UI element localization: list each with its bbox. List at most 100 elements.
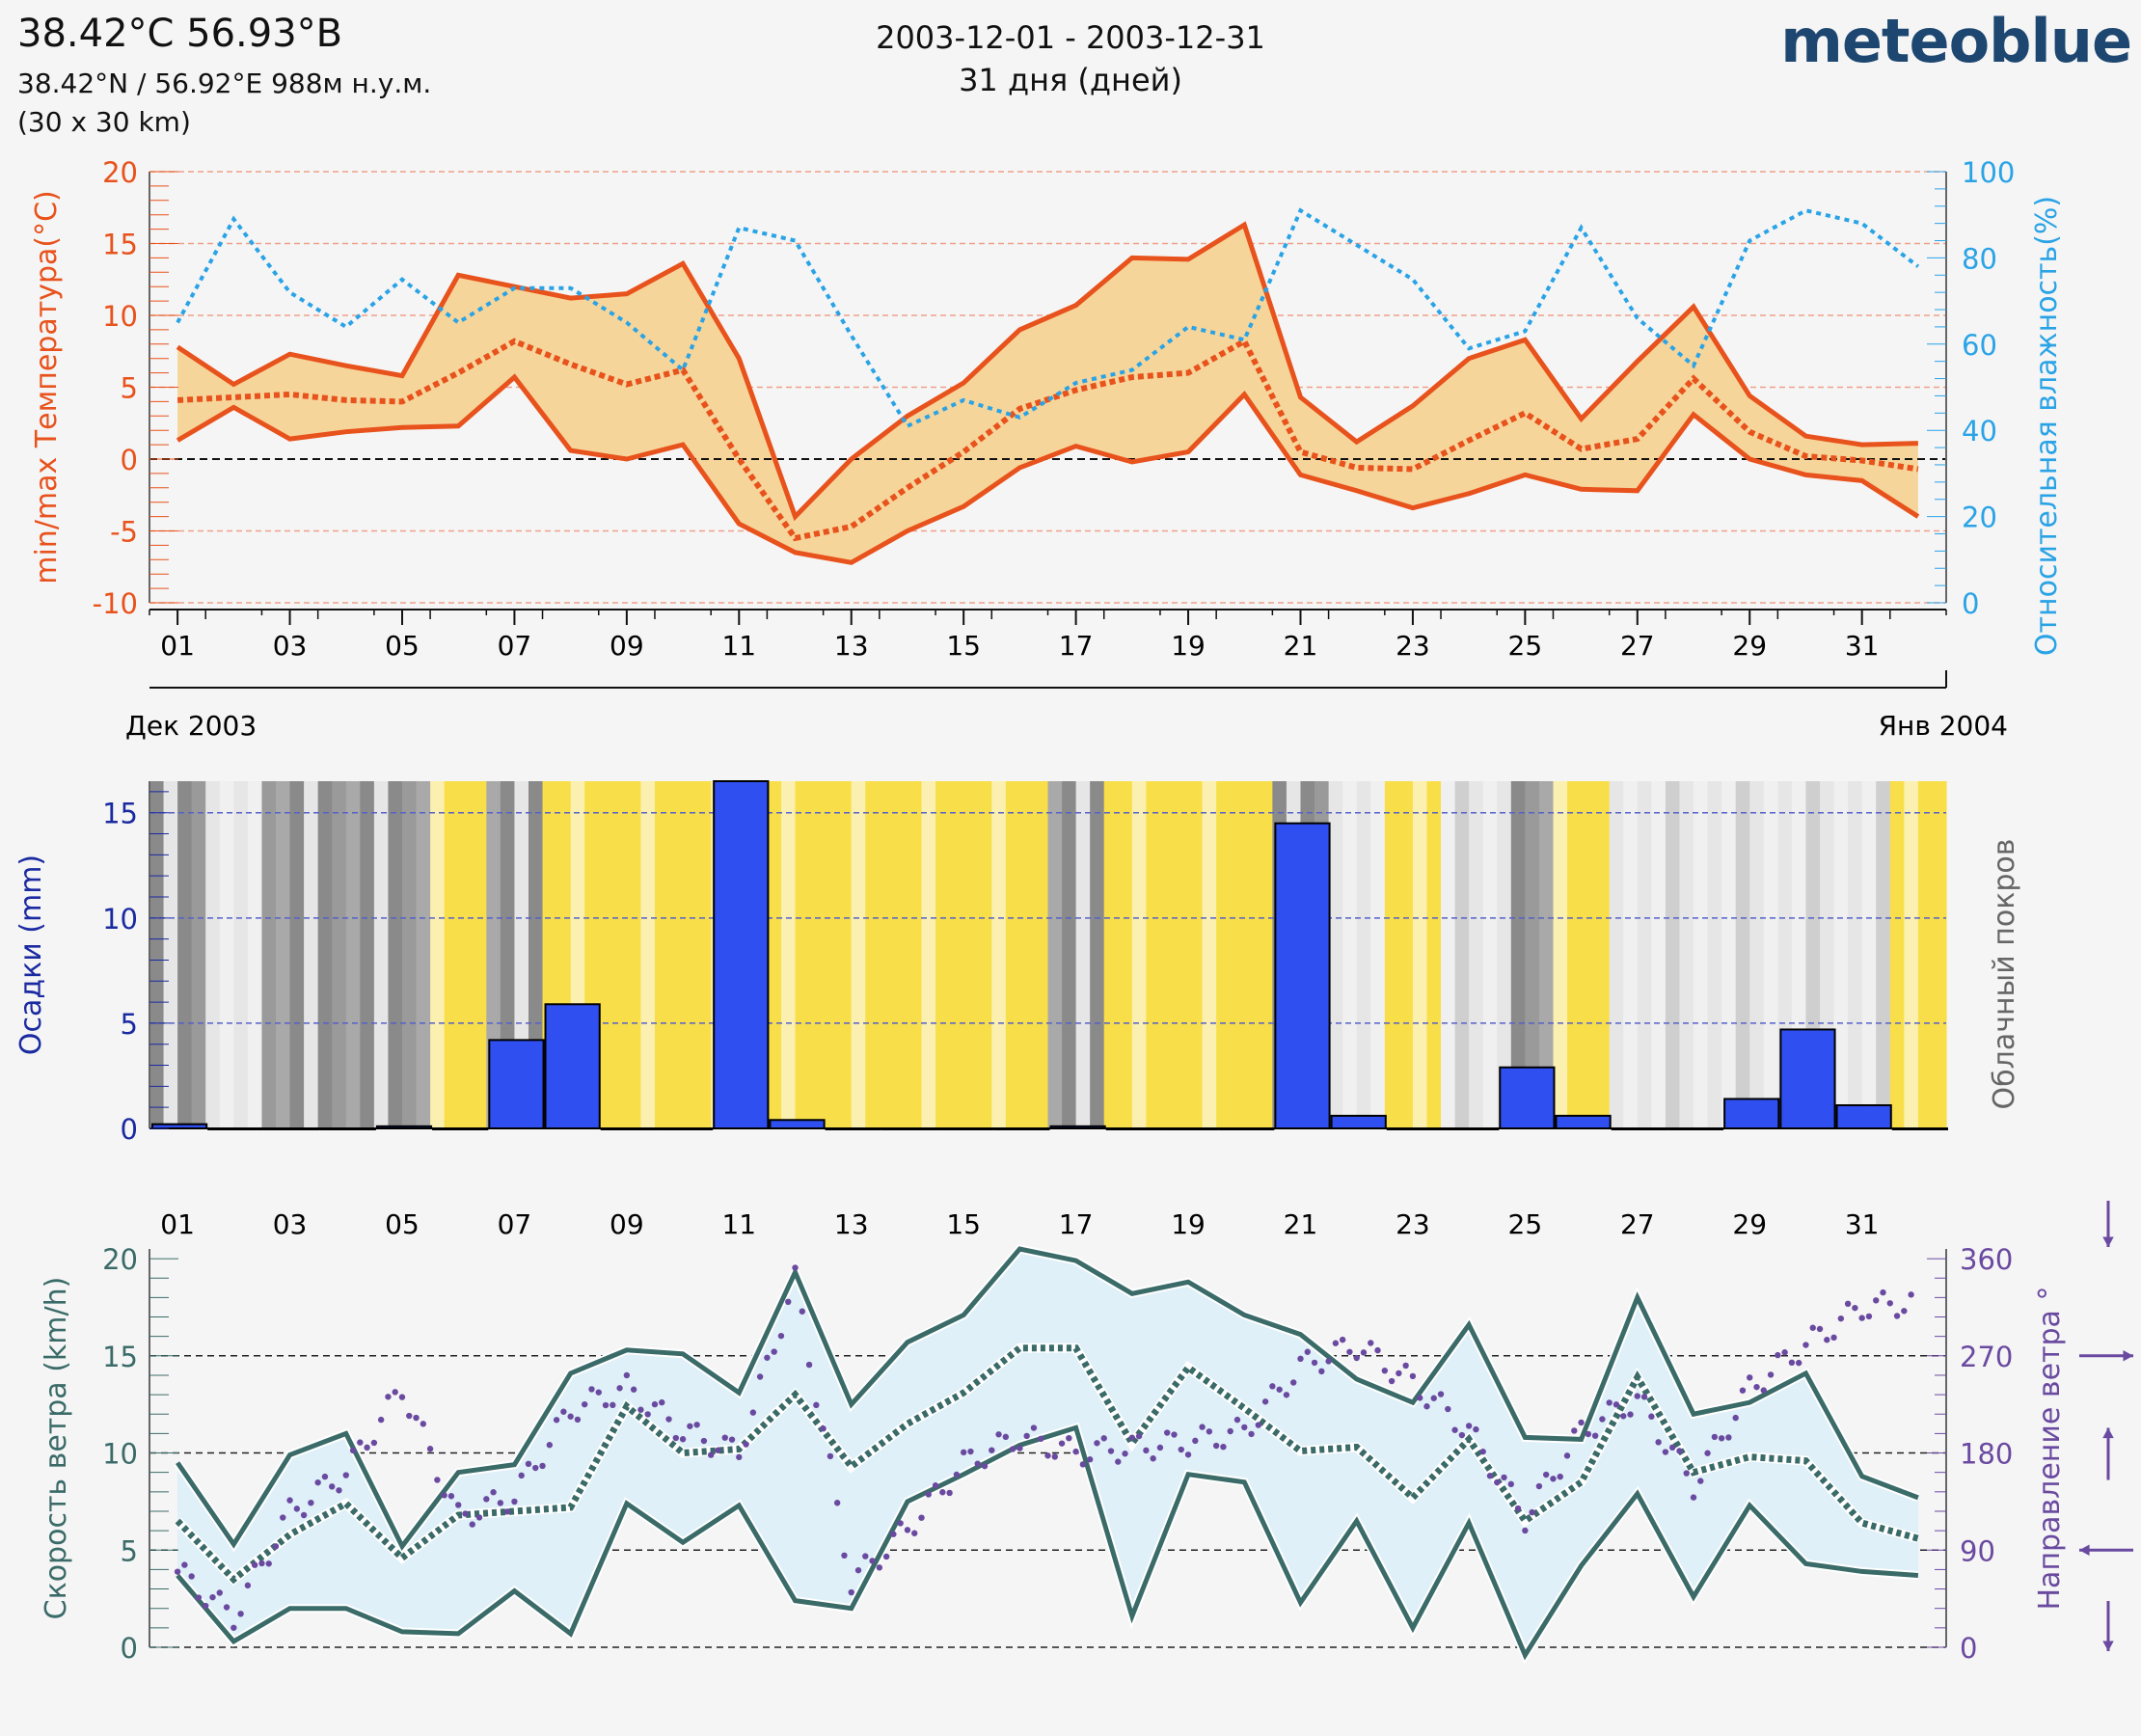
wind-direction-dot (364, 1444, 370, 1451)
cloud-cover-stripe (668, 781, 684, 1128)
cloud-cover-stripe (1538, 781, 1555, 1128)
compass-arrow-360-icon-head (2102, 1236, 2114, 1247)
cloud-cover-stripe (1188, 781, 1204, 1128)
wind-direction-dot (1767, 1371, 1775, 1378)
wind-direction-dot (475, 1514, 483, 1521)
wind-direction-dot (1128, 1434, 1136, 1441)
temp-tick-label: -10 (93, 587, 138, 620)
wind-direction-dot (1171, 1431, 1178, 1438)
cloud-cover-stripe (626, 781, 642, 1128)
wind-direction-dot (1557, 1473, 1563, 1480)
wind-range-band (177, 1249, 1918, 1656)
wind-direction-dot (1156, 1444, 1164, 1451)
wind-direction-dot (1578, 1419, 1585, 1426)
wind-direction-dot (833, 1500, 841, 1506)
wind-direction-dot (610, 1401, 616, 1409)
wind-direction-dot (244, 1582, 252, 1589)
wind-day-tick-label: 07 (498, 1208, 532, 1240)
wind-direction-dot (1704, 1450, 1711, 1456)
wind-direction-dot (1233, 1416, 1241, 1424)
wind-dir-tick-label: 90 (1960, 1534, 1995, 1567)
cloud-cover-stripe (1904, 781, 1919, 1128)
cloud-cover-stripe (1370, 781, 1386, 1128)
cloud-cover-stripe (304, 781, 319, 1128)
wind-direction-dot (1368, 1340, 1374, 1346)
wind-dir-tick-label: 360 (1960, 1243, 2013, 1276)
wind-direction-dot (181, 1561, 188, 1568)
wind-direction-dot (1311, 1359, 1318, 1367)
humidity-tick-label: 60 (1962, 329, 1997, 362)
wind-direction-dot (904, 1527, 911, 1533)
wind-direction-dot (707, 1451, 715, 1458)
wind-direction-dot (1837, 1315, 1845, 1322)
wind-direction-dot (1760, 1387, 1767, 1394)
cloud-cover-stripe (1721, 781, 1737, 1128)
wind-day-tick-label: 15 (946, 1208, 981, 1240)
wind-direction-dot (974, 1460, 981, 1467)
day-tick-label: 19 (1171, 630, 1206, 662)
cloud-cover-stripe (1469, 781, 1484, 1128)
wind-direction-dot (932, 1482, 939, 1489)
wind-direction-dot (223, 1604, 230, 1611)
cloud-cover-stripe (963, 781, 979, 1128)
wind-direction-dot (665, 1416, 672, 1423)
wind-direction-dot (1739, 1387, 1747, 1394)
wind-direction-dot (1409, 1372, 1417, 1380)
wind-day-tick-label: 17 (1059, 1208, 1094, 1240)
wind-direction-dot (687, 1423, 693, 1429)
month-end-label: Янв 2004 (1879, 710, 2008, 742)
wind-direction-dot (308, 1499, 314, 1506)
day-tick-label: 31 (1845, 630, 1880, 662)
cloud-cover-stripe (1694, 781, 1709, 1128)
wind-direction-dot (637, 1406, 644, 1413)
wind-direction-dot (953, 1471, 961, 1478)
day-tick-label: 11 (721, 630, 756, 662)
meteoblue-logo[interactable]: meteoblue (1780, 6, 2132, 76)
wind-direction-dot (1430, 1395, 1437, 1401)
cloud-cover-stripe (1384, 781, 1399, 1128)
wind-direction-dot (644, 1411, 651, 1418)
wind-direction-dot (1122, 1451, 1128, 1457)
wind-direction-dot (258, 1560, 265, 1567)
cloud-cover-stripe (977, 781, 992, 1128)
cloud-cover-stripe (1258, 781, 1273, 1128)
temp-tick-label: 10 (102, 300, 138, 333)
wind-direction-dot (293, 1505, 301, 1512)
wind-direction-dot (1241, 1424, 1248, 1431)
wind-direction-dot (195, 1594, 203, 1601)
wind-direction-dot (1353, 1354, 1360, 1362)
precip-bar (544, 1003, 601, 1129)
wind-direction-dot (1002, 1433, 1010, 1441)
wind-direction-dot (300, 1511, 308, 1519)
wind-direction-dot (1571, 1427, 1578, 1434)
wind-direction-dot (1908, 1291, 1914, 1298)
wind-direction-dot (280, 1514, 286, 1521)
wind-direction-dot (1199, 1424, 1206, 1430)
days-count: 31 дня (дней) (959, 62, 1182, 98)
wind-direction-dot (1725, 1434, 1732, 1441)
cloud-cover-stripe (205, 781, 221, 1128)
wind-direction-dot (581, 1400, 588, 1408)
wind-direction-dot (1220, 1443, 1227, 1451)
compass-arrow-180-icon-head (2102, 1427, 2114, 1439)
cloud-cover-stripe (1609, 781, 1624, 1128)
wind-direction-dot (728, 1436, 736, 1443)
wind-direction-dot (918, 1514, 925, 1521)
cloud-cover-stripe (1398, 781, 1414, 1128)
wind-day-tick-label: 27 (1620, 1208, 1655, 1240)
cloud-cover-stripe (1833, 781, 1849, 1128)
wind-direction-dot (349, 1447, 357, 1454)
wind-direction-dot (1192, 1437, 1199, 1445)
wind-direction-dot (1662, 1449, 1669, 1455)
wind-direction-dot (869, 1558, 876, 1564)
wind-direction-dot (1668, 1444, 1676, 1451)
wind-tick-label: 10 (102, 1438, 138, 1471)
cloud-cover-stripe (1441, 781, 1456, 1128)
wind-direction-dot (1332, 1340, 1340, 1346)
wind-direction-dot (1858, 1315, 1865, 1321)
wind-direction-dot (1318, 1368, 1325, 1375)
wind-direction-dot (406, 1412, 413, 1420)
cloud-cover-stripe (696, 781, 712, 1128)
wind-direction-dot (314, 1478, 321, 1486)
wind-min-line (176, 1424, 1919, 1661)
